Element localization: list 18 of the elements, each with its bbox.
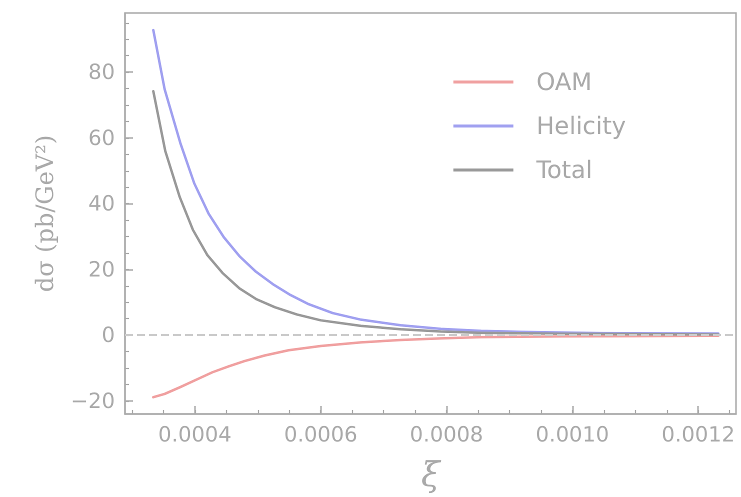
- line-series: [152, 334, 720, 398]
- y-tick-label: 40: [88, 192, 115, 216]
- x-tick-label: 0.0004: [158, 422, 232, 446]
- x-axis-title: ξ: [421, 455, 442, 495]
- legend-label: Helicity: [536, 112, 626, 140]
- y-tick-label: 20: [88, 257, 115, 282]
- line-series: [152, 90, 720, 336]
- x-tick-label: 0.0008: [410, 422, 484, 446]
- x-tick-label: 0.0010: [536, 422, 610, 446]
- legend-label: OAM: [536, 68, 592, 96]
- legend-label: Total: [535, 156, 592, 184]
- x-tick-label: 0.0006: [284, 422, 358, 446]
- y-tick-label: −20: [70, 388, 115, 413]
- y-tick-label: 80: [88, 60, 115, 84]
- y-tick-label: 0: [102, 323, 115, 348]
- x-tick-label: 0.0012: [662, 422, 735, 446]
- y-tick-label: 60: [88, 126, 115, 150]
- y-axis-title: dσ (pb/GeV²): [31, 134, 59, 292]
